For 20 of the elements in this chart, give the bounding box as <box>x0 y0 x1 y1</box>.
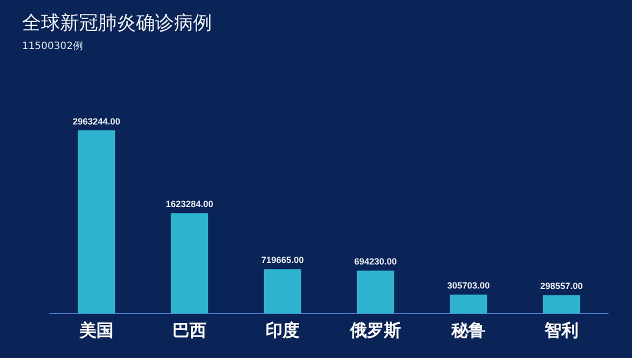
data-label: 305703.00 <box>447 280 490 291</box>
data-label: 1623284.00 <box>166 199 214 210</box>
bar <box>78 130 116 314</box>
data-label: 2963244.00 <box>72 116 120 126</box>
chart-subtitle: 11500302例 <box>22 40 83 53</box>
bar <box>264 269 302 314</box>
chart-title: 全球新冠肺炎确诊病例 <box>22 11 212 36</box>
x-tick-label: 巴西 <box>172 321 206 342</box>
bar <box>356 270 394 314</box>
x-tick-label: 俄罗斯 <box>349 321 401 342</box>
data-label: 298557.00 <box>540 281 583 292</box>
bar <box>450 294 488 314</box>
x-tick-label: 秘鲁 <box>450 321 486 342</box>
x-tick-label: 印度 <box>266 321 300 342</box>
x-tick-label: 智利 <box>544 321 578 342</box>
bar <box>542 295 580 314</box>
bar <box>170 213 208 314</box>
x-tick-label: 美国 <box>78 321 114 342</box>
data-label: 719665.00 <box>261 255 304 266</box>
data-label: 694230.00 <box>354 256 397 267</box>
